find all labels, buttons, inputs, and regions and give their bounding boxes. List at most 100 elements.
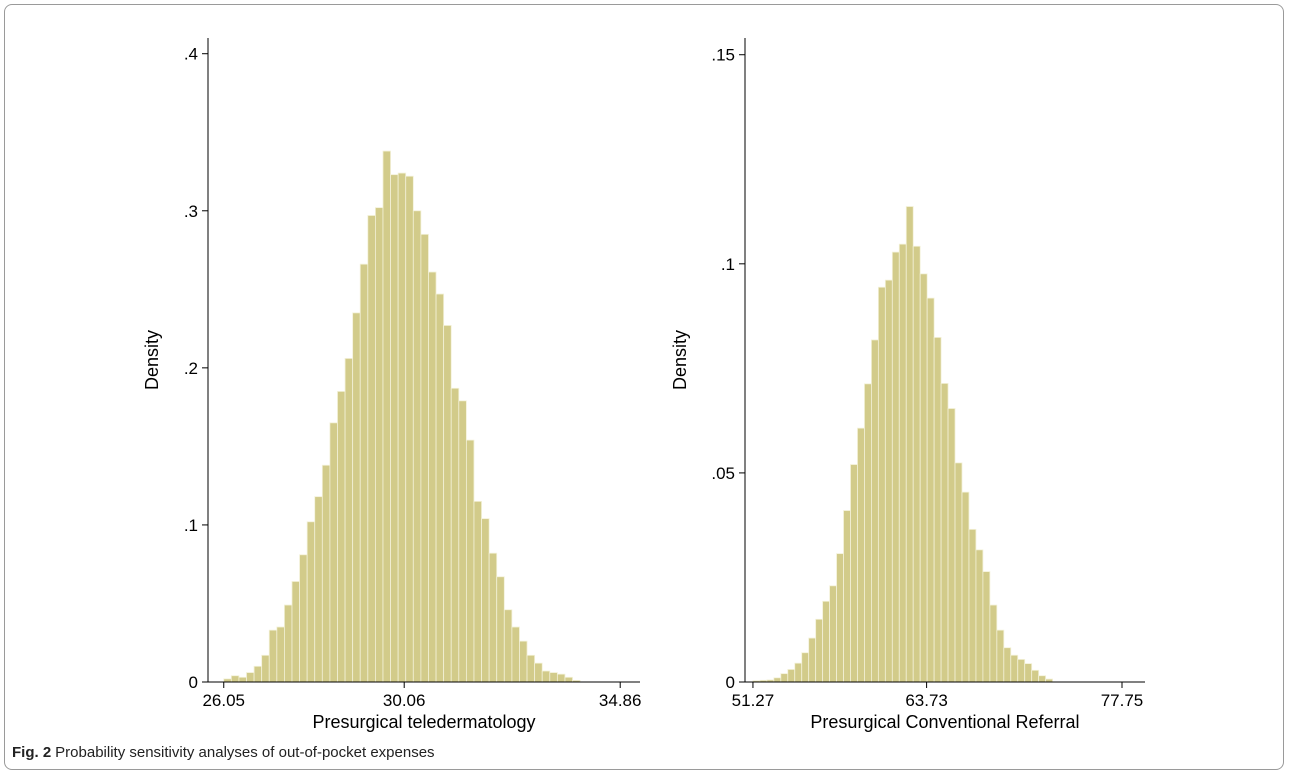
- chart-2-bar: [940, 383, 949, 683]
- chart-1-bar: [230, 675, 240, 683]
- chart-2-bar: [871, 339, 879, 683]
- chart-1-bar: [541, 670, 551, 683]
- chart-2-bar: [898, 243, 907, 683]
- chart-2-x-tick-label: 63.73: [905, 691, 948, 710]
- chart-1-bar: [519, 640, 528, 683]
- chart-2-bar: [919, 273, 928, 683]
- figure-caption: Fig. 2 Probability sensitivity analyses o…: [12, 744, 435, 761]
- chart-1-y-tick-label: .1: [184, 516, 198, 535]
- caption-text: Probability sensitivity analyses of out-…: [55, 744, 435, 761]
- chart-2-bar: [947, 408, 956, 683]
- chart-1-bar: [390, 174, 399, 683]
- chart-1-bar: [503, 609, 513, 683]
- chart-1-bar: [321, 464, 331, 683]
- chart-2-bar: [822, 600, 830, 683]
- chart-1-bar: [367, 215, 376, 683]
- chart-1-x-tick-label: 30.06: [383, 691, 426, 710]
- chart-2-bar: [996, 629, 1005, 683]
- chart-1-bar: [420, 233, 429, 683]
- chart-2-bar: [850, 464, 858, 683]
- chart-2-bar: [773, 677, 782, 683]
- chart-1-bar: [382, 150, 391, 683]
- figure-frame: [4, 4, 1284, 770]
- chart-1: 0 .1 .2 .3 .4 26.05 30.06 34.86 Presurgical tele…: [142, 38, 641, 732]
- chart-2-bar: [815, 618, 824, 683]
- chart-2-bar: [982, 571, 991, 683]
- chart-1-x-tick-label: 26.05: [202, 691, 245, 710]
- caption-label: Fig. 2: [12, 744, 52, 761]
- chart-2-bar: [954, 462, 963, 683]
- chart-2-bar: [857, 427, 865, 683]
- chart-1-bar: [337, 391, 346, 683]
- chart-1-bar: [564, 676, 573, 683]
- chart-1-bar: [374, 207, 384, 683]
- chart-1-bar: [412, 210, 422, 683]
- chart-1-bar: [284, 604, 293, 683]
- chart-1-bar: [299, 554, 308, 683]
- chart-2-bar: [801, 652, 810, 683]
- chart-1-bar: [306, 521, 316, 683]
- chart-2-bar: [891, 251, 900, 683]
- chart-1-bar: [450, 387, 460, 683]
- chart-1-bar: [496, 576, 505, 683]
- chart-1-bar: [435, 293, 445, 683]
- chart-1-bar: [352, 312, 361, 683]
- chart-2-bar: [787, 669, 796, 683]
- chart-2-bar: [961, 491, 970, 683]
- chart-2-y-axis-label: Density: [670, 330, 690, 390]
- chart-1-bar: [511, 626, 520, 683]
- chart-1-bar: [443, 325, 452, 683]
- chart-2-bar: [989, 604, 998, 683]
- chart-1-y-tick-label: .3: [184, 202, 198, 221]
- chart-2-bar: [808, 637, 817, 683]
- chart-1-bar: [465, 439, 475, 683]
- chart-1-bar: [329, 422, 338, 683]
- chart-2-bar: [1024, 663, 1033, 683]
- chart-1-bar: [246, 672, 255, 683]
- chart-2-bar: [1031, 669, 1040, 683]
- chart-1-bar: [481, 518, 490, 683]
- chart-2-bar: [975, 549, 984, 683]
- chart-2-y-tick-label: .1: [721, 255, 735, 274]
- chart-1-y-axis-label: Density: [142, 330, 162, 390]
- chart-1-bar: [238, 676, 247, 683]
- chart-2-bar: [968, 528, 977, 683]
- chart-2-bar: [829, 585, 837, 683]
- chart-2-y-tick-label: .05: [711, 464, 735, 483]
- chart-2-bar: [905, 206, 914, 683]
- chart-1-bar: [473, 500, 482, 683]
- chart-1-bar: [268, 629, 278, 683]
- chart-1-y-tick-label: .4: [184, 45, 198, 64]
- chart-2-bar: [877, 286, 886, 683]
- chart-1-bar: [405, 175, 414, 683]
- chart-2-bar: [884, 279, 893, 683]
- chart-1-bar: [261, 654, 270, 683]
- chart-2-bar: [926, 297, 935, 683]
- chart-1-bar: [291, 581, 300, 683]
- chart-2-bar: [794, 662, 803, 683]
- chart-1-bar: [359, 263, 369, 683]
- chart-1-bar: [344, 358, 354, 683]
- chart-1-bar: [458, 400, 467, 683]
- chart-1-y-tick-label: 0: [189, 673, 198, 692]
- chart-2-bar: [1010, 654, 1019, 683]
- chart-1-bar: [556, 673, 566, 683]
- chart-1-bar: [276, 626, 285, 683]
- chart-2-bar: [864, 383, 872, 683]
- chart-2-bar: [933, 337, 942, 683]
- chart-2-bar: [780, 673, 789, 683]
- chart-1-y-tick-label: .2: [184, 359, 198, 378]
- chart-2-x-axis-label: Presurgical Conventional Referral: [810, 712, 1079, 732]
- chart-1-bar: [314, 496, 323, 683]
- chart-2-y-tick-label: .15: [711, 46, 735, 65]
- chart-1-bar: [253, 665, 263, 683]
- chart-2-bar: [1038, 675, 1047, 683]
- chart-2-bar: [912, 245, 921, 683]
- chart-1-bar: [397, 172, 407, 683]
- chart-1-x-axis-label: Presurgical teledermatology: [312, 712, 535, 732]
- chart-1-bar: [428, 271, 437, 683]
- chart-2-x-tick-label: 77.75: [1101, 691, 1144, 710]
- chart-1-bar: [488, 552, 498, 683]
- chart-1-x-tick-label: 34.86: [599, 691, 642, 710]
